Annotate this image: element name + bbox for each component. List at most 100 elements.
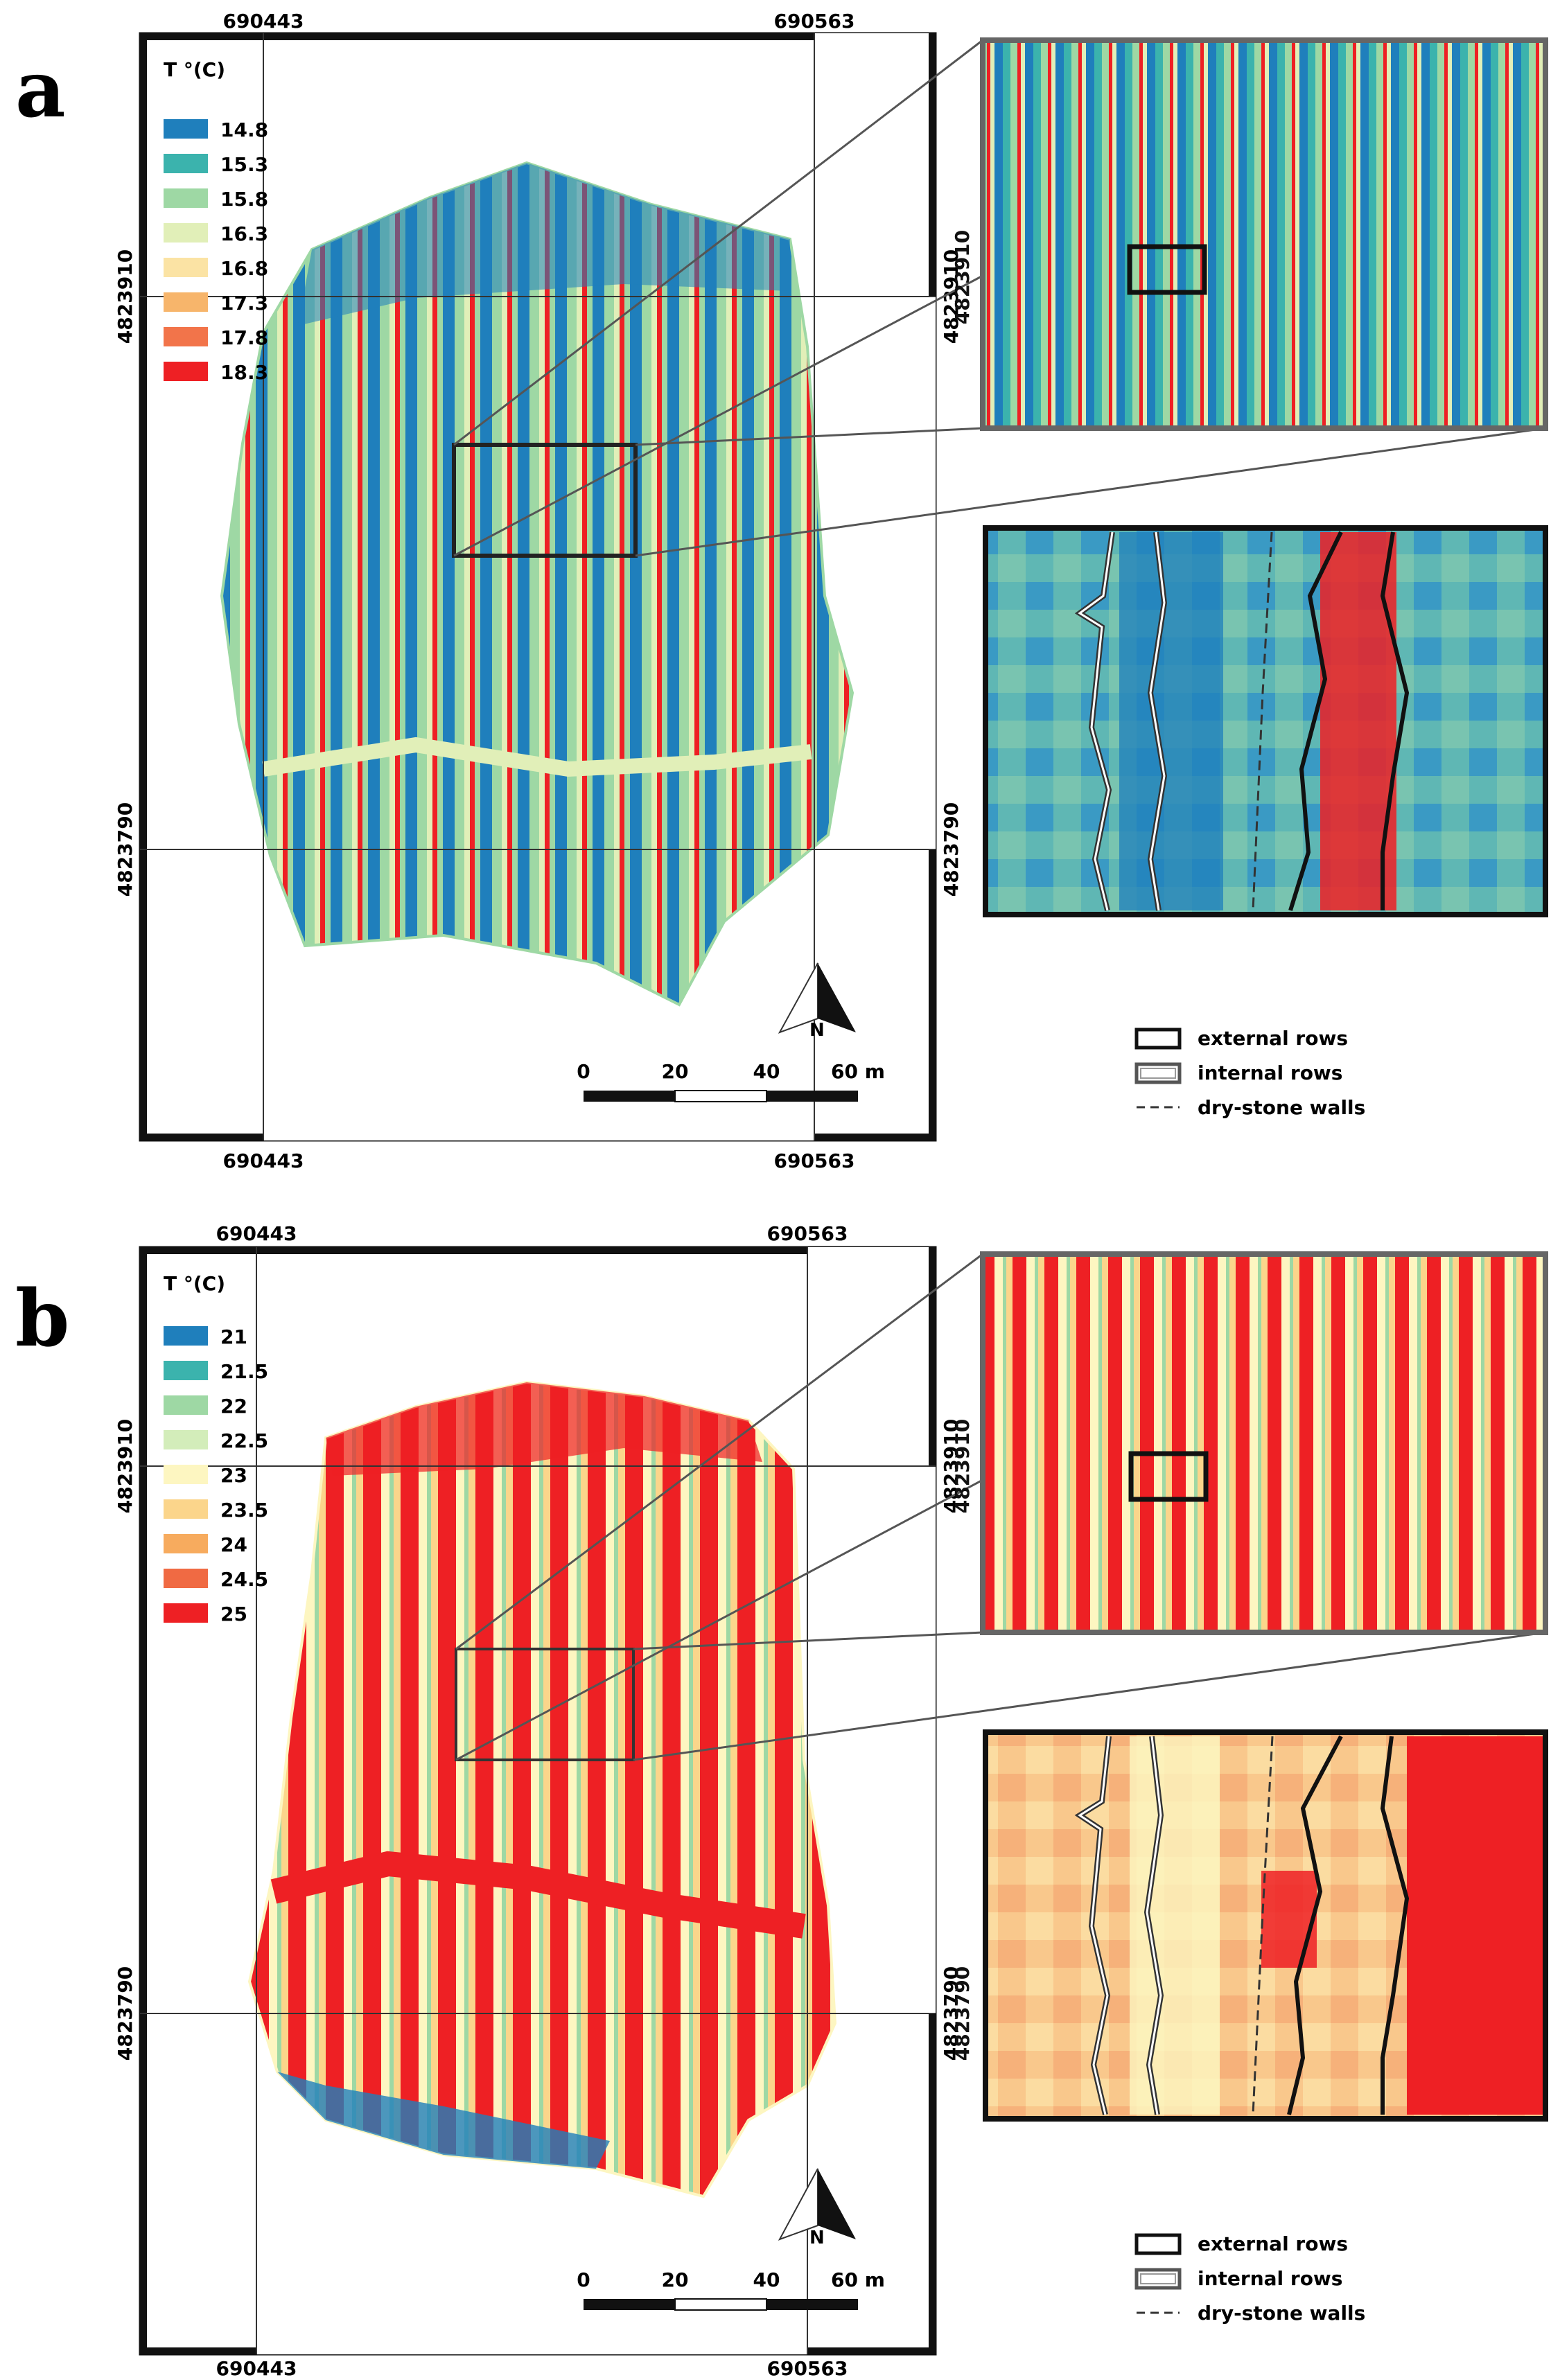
external-row-right-b bbox=[1380, 1736, 1410, 2115]
north-arrow-b: N bbox=[778, 2168, 856, 2248]
coord-y-top-left-b: 4823910 bbox=[114, 1419, 137, 1513]
legend-swatch bbox=[164, 154, 208, 173]
legend-items-b: 21 21.5 22 22.5 23 23.5 24 24.5 25 bbox=[164, 1325, 268, 1625]
north-edge-a bbox=[298, 163, 790, 326]
scale-tick-label: 0 bbox=[577, 2268, 590, 2291]
legend-swatch bbox=[164, 1569, 208, 1588]
coord-y-bottom-left-b: 4823790 bbox=[114, 1966, 137, 2061]
north-label-b: N bbox=[809, 2228, 825, 2248]
inset-coord-y-bottom-b: 4823790 bbox=[951, 1966, 974, 2061]
detail-inset-a bbox=[983, 525, 1548, 917]
legend-label: 23.5 bbox=[220, 1499, 268, 1522]
legend-swatch bbox=[164, 188, 208, 208]
external-row-right-a bbox=[1380, 531, 1410, 910]
legend-label: 16.3 bbox=[220, 222, 268, 245]
field-track-a bbox=[262, 737, 812, 777]
legend-a: T °(C) 14.8 15.3 15.8 16.3 16.8 17.3 17.8 18.3 bbox=[164, 58, 268, 384]
zoom-connectors-b bbox=[455, 1253, 1546, 1761]
legend-label: 17.3 bbox=[220, 292, 268, 315]
panel-a: a 690443 690563 bbox=[15, 10, 1548, 1172]
legend-swatch bbox=[164, 362, 208, 381]
legend-label: 24.5 bbox=[220, 1568, 268, 1591]
legend-swatch bbox=[164, 327, 208, 346]
survey-box-b bbox=[455, 1648, 635, 1761]
grid-lines-b bbox=[140, 1247, 936, 2354]
legend-swatch bbox=[164, 1534, 208, 1553]
detail-inset-b bbox=[983, 1729, 1548, 2122]
coord-y-bottom-right: 4823790 bbox=[940, 802, 963, 897]
key-walls-b: dry-stone walls bbox=[1198, 2302, 1365, 2325]
legend-swatch bbox=[164, 1499, 208, 1519]
legend-label: 22.5 bbox=[220, 1429, 268, 1452]
key-internal-a: internal rows bbox=[1198, 1061, 1342, 1084]
north-arrow-a: N bbox=[778, 962, 856, 1041]
legend-swatch bbox=[164, 1430, 208, 1449]
legend-label: 14.8 bbox=[220, 118, 268, 141]
legend-label: 21.5 bbox=[220, 1360, 268, 1383]
key-walls-a: dry-stone walls bbox=[1198, 1096, 1365, 1119]
zoom-inset-b bbox=[980, 1251, 1548, 1635]
external-row-left-b bbox=[1287, 1735, 1343, 2115]
north-edge-b bbox=[326, 1382, 762, 1476]
legend-title-b: T °(C) bbox=[164, 1272, 225, 1295]
dry-stone-wall-b bbox=[1252, 1736, 1274, 2115]
legend-title-a: T °(C) bbox=[164, 58, 225, 81]
row-key-b: external rows internal rows dry-stone wa… bbox=[1134, 2232, 1365, 2325]
coord-x-left-bottom-b: 690443 bbox=[216, 2357, 297, 2377]
dry-stone-wall-a bbox=[1252, 531, 1273, 911]
legend-swatch bbox=[164, 1603, 208, 1623]
legend-b: T °(C) 21 21.5 22 22.5 23 23.5 24 24.5 25 bbox=[164, 1272, 268, 1625]
scale-bar-a: 0 20 40 60 m bbox=[577, 1060, 885, 1102]
coord-x-right-top-b: 690563 bbox=[767, 1222, 848, 1245]
inset-coord-y-a: 4823910 bbox=[951, 230, 974, 324]
scale-tick-label: 40 bbox=[753, 2268, 780, 2291]
scale-tick-label: 20 bbox=[662, 1060, 689, 1083]
legend-items-a: 14.8 15.3 15.8 16.3 16.8 17.3 17.8 18.3 bbox=[164, 118, 268, 384]
coord-x-left-top-b: 690443 bbox=[216, 1222, 297, 1245]
scale-tick-label: 40 bbox=[753, 1060, 780, 1083]
coord-x-right-top: 690563 bbox=[774, 10, 855, 33]
legend-label: 22 bbox=[220, 1395, 247, 1418]
detail-box-a bbox=[1127, 244, 1207, 295]
legend-swatch bbox=[164, 1465, 208, 1484]
scale-tick-label: 60 m bbox=[831, 2268, 885, 2291]
legend-swatch bbox=[164, 1326, 208, 1346]
legend-swatch bbox=[164, 292, 208, 312]
field-track-b bbox=[270, 1851, 806, 1939]
legend-swatch bbox=[164, 119, 208, 139]
legend-label: 15.8 bbox=[220, 188, 268, 211]
coord-x-right-bottom-b: 690563 bbox=[767, 2357, 848, 2377]
legend-label: 16.8 bbox=[220, 257, 268, 280]
legend-swatch bbox=[164, 258, 208, 277]
legend-label: 24 bbox=[220, 1533, 247, 1556]
zoom-connectors-a bbox=[453, 39, 1546, 557]
panel-letter-b: b bbox=[15, 1273, 69, 1364]
legend-label: 18.3 bbox=[220, 361, 268, 384]
scale-tick-label: 60 m bbox=[831, 1060, 885, 1083]
detail-box-b bbox=[1128, 1451, 1209, 1502]
external-row-left-a bbox=[1288, 531, 1343, 911]
coord-y-bottom-left: 4823790 bbox=[114, 802, 137, 897]
legend-label: 15.3 bbox=[220, 153, 268, 176]
scale-bar-b: 0 20 40 60 m bbox=[577, 2268, 885, 2311]
zoom-inset-a bbox=[980, 37, 1548, 431]
legend-swatch bbox=[164, 1361, 208, 1380]
coord-x-left-bottom: 690443 bbox=[223, 1149, 304, 1172]
legend-label: 25 bbox=[220, 1603, 247, 1625]
coord-x-left-top: 690443 bbox=[223, 10, 304, 33]
inset-coord-y-b: 4823910 bbox=[951, 1419, 974, 1513]
legend-label: 21 bbox=[220, 1325, 247, 1348]
legend-label: 23 bbox=[220, 1464, 247, 1487]
key-external-b: external rows bbox=[1198, 2232, 1348, 2255]
panel-letter-a: a bbox=[15, 44, 66, 135]
key-internal-b: internal rows bbox=[1198, 2267, 1342, 2290]
legend-swatch bbox=[164, 223, 208, 243]
thermal-field-b bbox=[247, 1380, 837, 2198]
scale-tick-label: 20 bbox=[662, 2268, 689, 2291]
grid-lines-a bbox=[140, 33, 936, 1140]
legend-swatch bbox=[164, 1395, 208, 1415]
scale-tick-label: 0 bbox=[577, 1060, 590, 1083]
legend-label: 17.8 bbox=[220, 326, 268, 349]
coord-y-top-left: 4823910 bbox=[114, 249, 137, 344]
